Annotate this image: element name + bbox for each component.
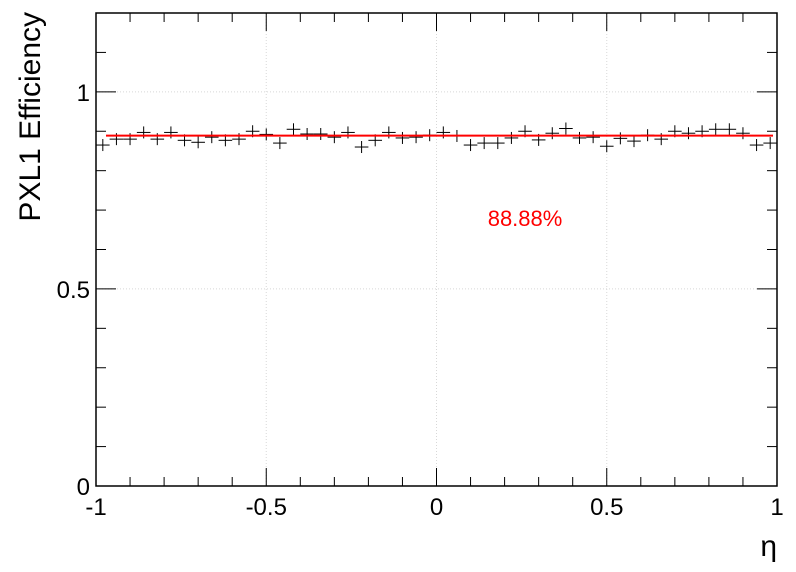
- y-tick-labels: 00.51: [57, 80, 90, 501]
- data-point: [763, 137, 777, 150]
- data-point: [395, 131, 410, 144]
- x-tick-label: -1: [85, 494, 106, 521]
- y-axis-title: PXL1 Efficiency: [14, 12, 47, 222]
- data-point: [504, 131, 519, 144]
- x-axis-title: η: [760, 530, 777, 563]
- y-tick-label: 0: [77, 474, 90, 501]
- data-point: [313, 128, 328, 141]
- data-point: [273, 137, 287, 150]
- data-point: [572, 131, 587, 144]
- y-tick-label: 1: [77, 80, 90, 107]
- x-tick-label: 0: [430, 494, 443, 521]
- x-tick-label: 0.5: [590, 494, 623, 521]
- x-tick-labels: -1 -0.5 0 0.5 1: [85, 494, 783, 521]
- data-point: [599, 140, 614, 153]
- data-point: [586, 131, 600, 144]
- data-point: [259, 128, 274, 141]
- data-point: [490, 137, 505, 150]
- data-point: [736, 127, 750, 140]
- data-point: [545, 127, 560, 140]
- grid-lines: [96, 13, 777, 486]
- data-point: [477, 137, 491, 150]
- data-point: [191, 136, 205, 149]
- data-point: [354, 141, 369, 154]
- fit-value-annotation: 88.88%: [488, 206, 563, 231]
- data-point: [286, 123, 301, 136]
- x-tick-label: -0.5: [246, 494, 287, 521]
- data-point: [681, 127, 696, 140]
- data-point: [559, 122, 573, 135]
- data-point: [463, 139, 478, 152]
- plot-frame: [95, 12, 778, 487]
- data-point: [627, 135, 641, 148]
- data-point: [749, 139, 764, 152]
- data-point: [327, 131, 342, 144]
- data-point: [613, 132, 628, 145]
- data-point: [722, 123, 737, 136]
- data-point: [409, 131, 423, 144]
- x-tick-label: 1: [770, 494, 783, 521]
- data-point: [204, 131, 219, 144]
- data-point: [708, 123, 723, 136]
- data-point: [300, 128, 314, 141]
- y-tick-label: 0.5: [57, 277, 90, 304]
- data-point: [96, 139, 110, 152]
